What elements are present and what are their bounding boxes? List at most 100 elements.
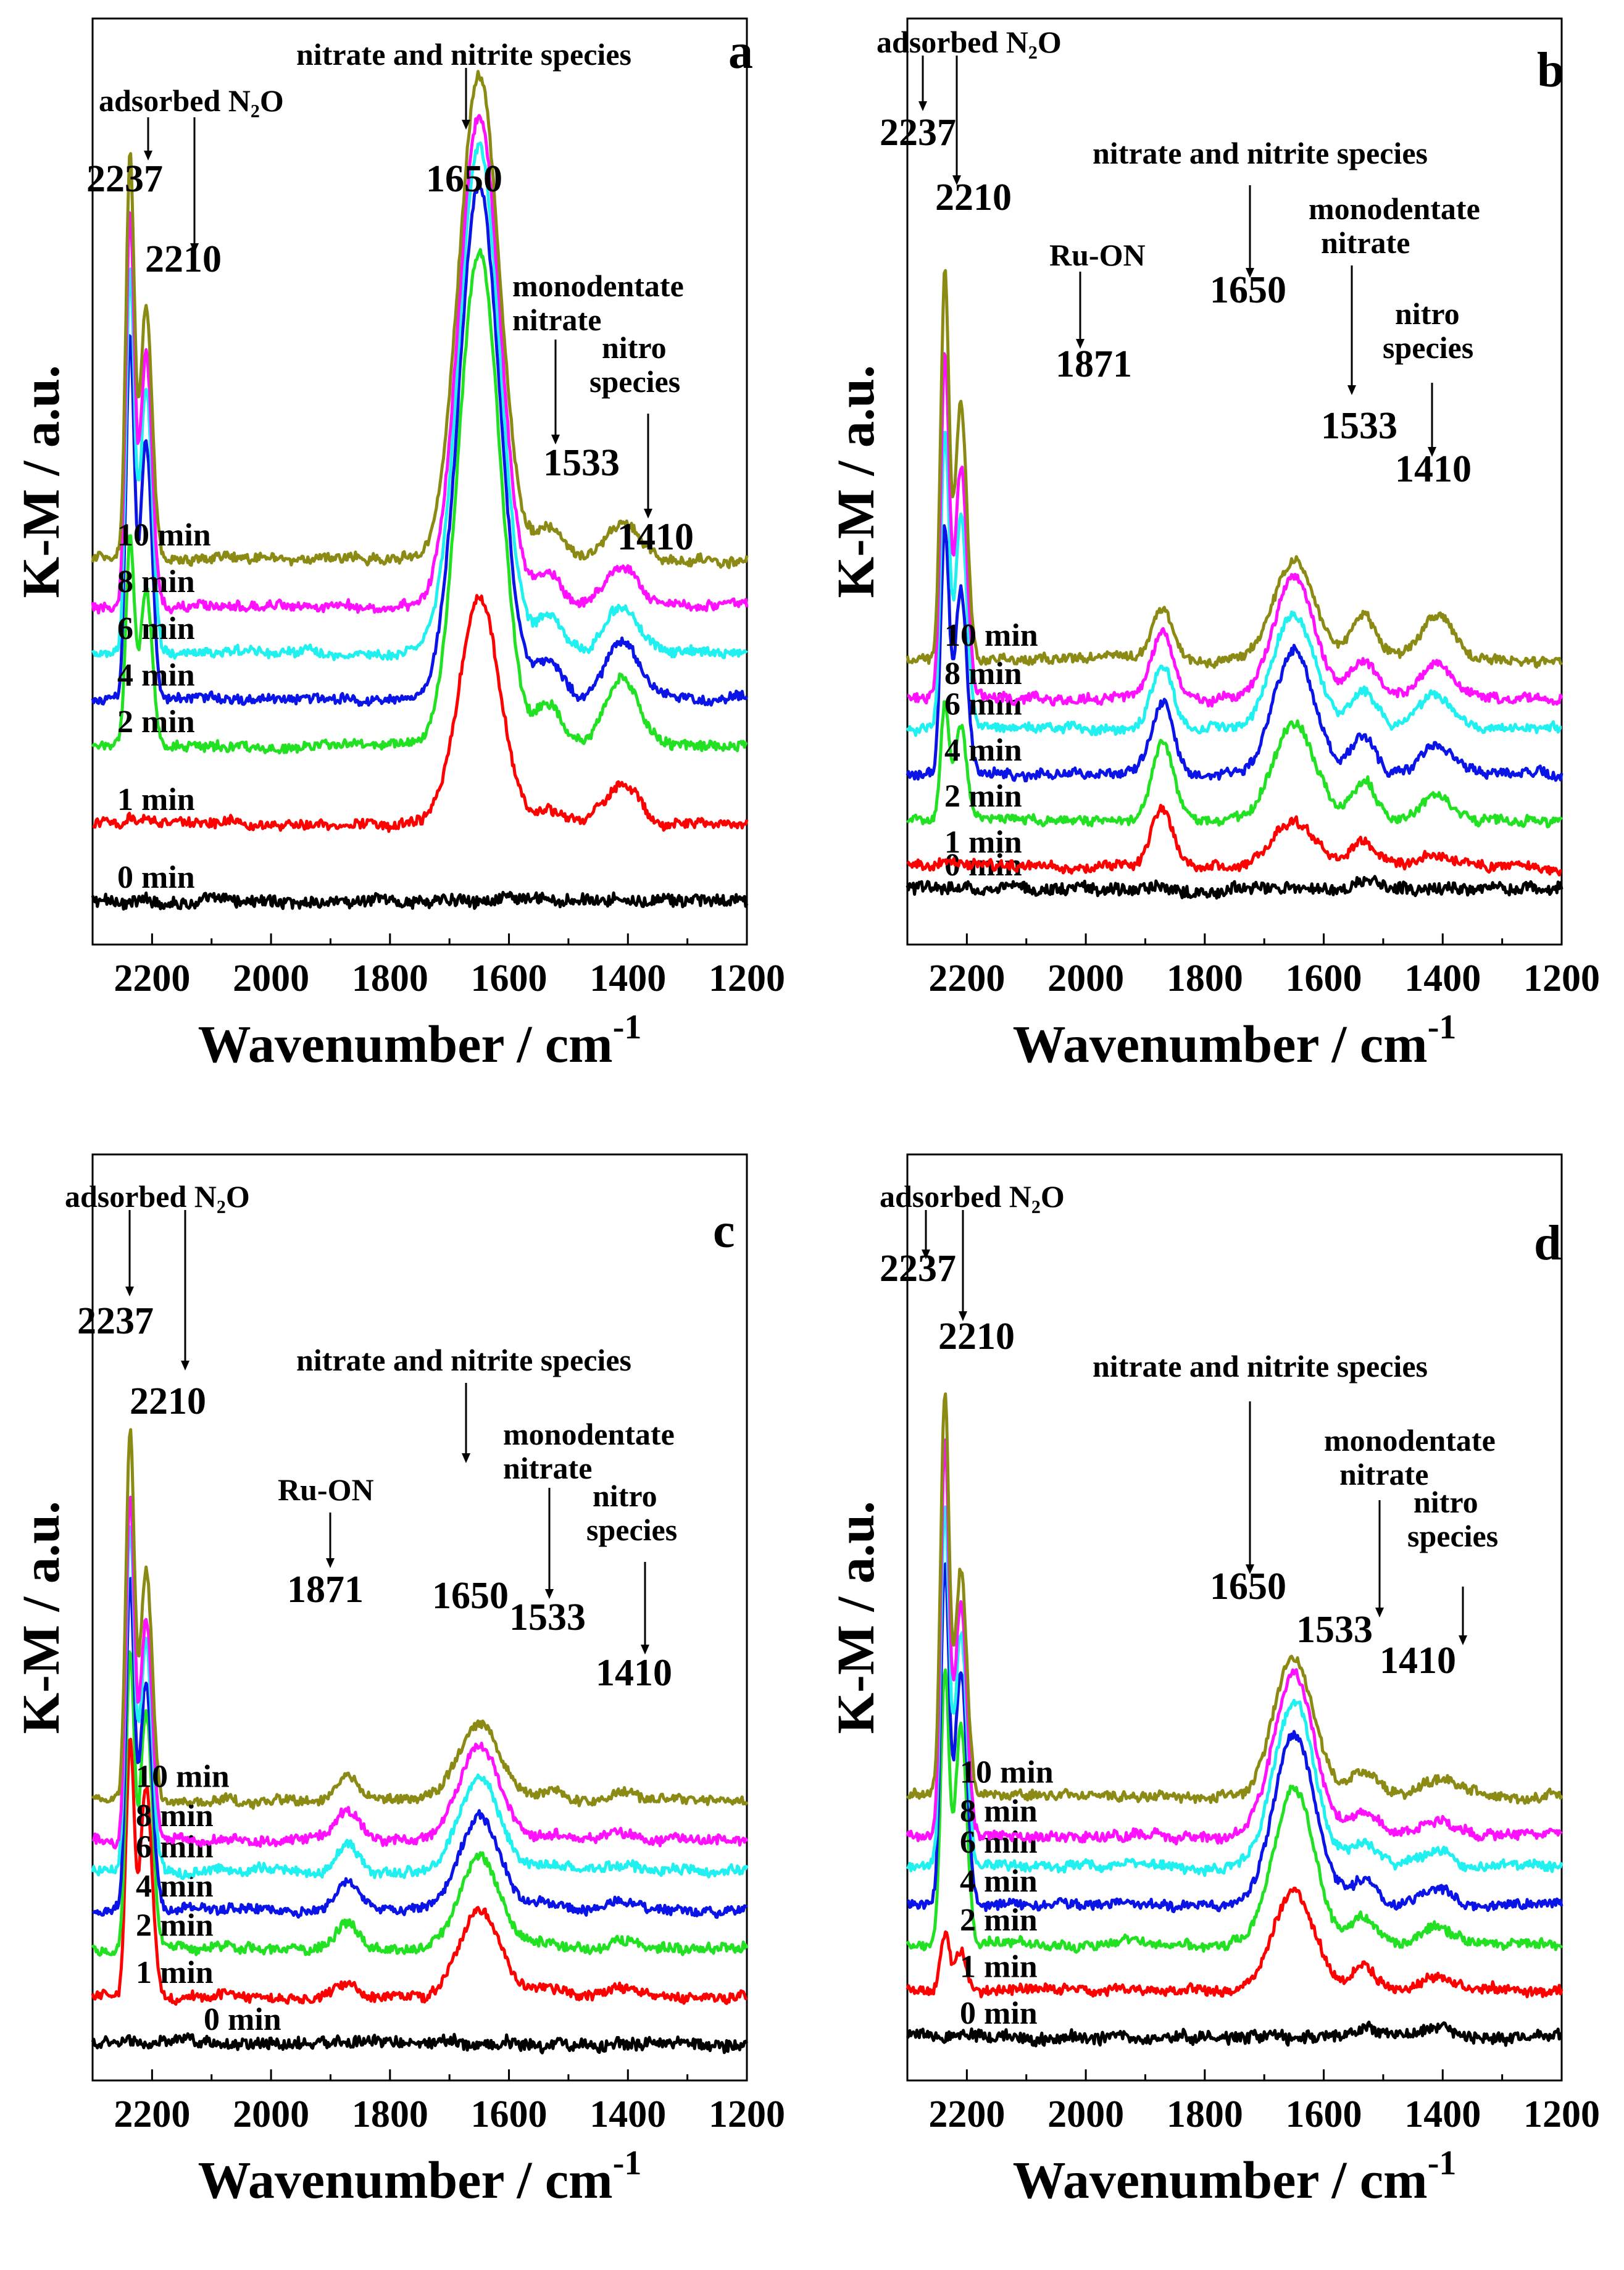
chart-a: 0 min 1 min 2 min 4 min 6 min 8 min 10 min 2200… — [11, 17, 784, 1074]
series-line-1-min — [906, 804, 1562, 877]
panel-letter: a — [728, 25, 753, 79]
time-label-10-min: 10 min — [944, 618, 1038, 653]
time-label-0-min: 0 min — [204, 2002, 281, 2037]
series-line-4-min — [92, 1577, 748, 1919]
time-label-2-min: 2 min — [944, 778, 1022, 814]
series-line-2-min — [91, 248, 748, 755]
series-line-2-min — [91, 1650, 749, 1957]
series-line-2-min — [906, 1668, 1564, 1954]
annotation-monodentate-2: nitrate — [503, 1451, 592, 1485]
time-label-10-min: 10 min — [117, 518, 211, 553]
arrow-nn — [462, 1383, 470, 1463]
annotation-ru-on: Ru-ON — [278, 1472, 374, 1507]
x-tick-label: 2200 — [114, 2093, 190, 2135]
annotation-nitro-1: nitro — [593, 1479, 657, 1513]
plot-frame — [91, 17, 748, 946]
x-axis-label-sup: -1 — [1428, 2144, 1457, 2182]
panel-b: 0 min 1 min 2 min 4 min 6 min 8 min 10 min 2200… — [821, 6, 1599, 1105]
arrow-adsorbed — [918, 56, 927, 111]
peak-label-1410: 1410 — [1380, 1640, 1456, 1682]
peak-label-1533: 1533 — [1321, 405, 1397, 447]
annotation-monodentate-2: nitrate — [1321, 225, 1410, 260]
annotation-nitrate-nitrite: nitrate and nitrite species — [1093, 1349, 1428, 1383]
annotation-monodentate-2: nitrate — [1339, 1457, 1428, 1492]
x-axis-label: Wavenumber / cm-1 — [1013, 2144, 1457, 2209]
annotation-adsorbed: adsorbed N₂O — [877, 25, 1062, 59]
series-line-10-min — [906, 1392, 1564, 1805]
arrow-mono — [551, 340, 560, 444]
x-axis-label-main: Wavenumber / cm — [198, 1014, 613, 1074]
arrow-adsorbed — [125, 1210, 134, 1296]
series-line-8-min — [906, 1438, 1563, 1846]
x-tick-label: 2200 — [114, 958, 190, 999]
time-label-4-min: 4 min — [944, 733, 1022, 768]
x-tick-label: 1400 — [589, 2093, 666, 2135]
peak-label-1650: 1650 — [432, 1575, 509, 1617]
x-axis-label: Wavenumber / cm-1 — [198, 2144, 642, 2209]
peak-label-1533: 1533 — [543, 442, 620, 484]
peak-label-1650: 1650 — [1210, 269, 1286, 311]
series-line-8-min — [91, 114, 749, 615]
x-tick-label: 1800 — [352, 2093, 428, 2135]
peak-label-2210: 2210 — [145, 238, 222, 280]
annotation-adsorbed: adsorbed N₂O — [880, 1179, 1065, 1214]
series-line-6-min — [91, 1525, 749, 1880]
x-tick-label: 1600 — [471, 2093, 548, 2135]
x-tick-label: 2000 — [1047, 2093, 1124, 2135]
x-tick-label: 2000 — [233, 958, 309, 999]
x-axis-label-main: Wavenumber / cm — [1013, 2150, 1428, 2209]
series-line-10-min — [906, 269, 1563, 669]
peak-label-1650: 1650 — [1210, 1566, 1286, 1608]
series-line-0-min — [906, 875, 1564, 900]
annotation-nitro-2: species — [1383, 330, 1473, 365]
annotation-monodentate-2: nitrate — [512, 303, 601, 337]
arrow-nn — [1246, 1401, 1254, 1574]
time-label-0-min: 0 min — [117, 860, 195, 895]
arrow-adsorbed — [922, 1210, 930, 1259]
time-label-10-min: 10 min — [136, 1759, 230, 1794]
arrow-mono — [1375, 1500, 1384, 1617]
time-label-4-min: 4 min — [117, 657, 195, 693]
x-axis-label-main: Wavenumber / cm — [1013, 1014, 1428, 1074]
peak-label-2210: 2210 — [935, 177, 1012, 219]
x-tick-label: 1200 — [709, 958, 784, 999]
y-axis-label: K-M / a.u. — [11, 365, 70, 598]
series-line-4-min — [91, 180, 749, 707]
time-label-1-min: 1 min — [117, 782, 195, 817]
annotation-nitro-1: nitro — [1414, 1485, 1478, 1519]
x-tick-label: 1400 — [1404, 2093, 1481, 2135]
annotation-ru-on: Ru-ON — [1049, 238, 1146, 272]
x-axis-label-main: Wavenumber / cm — [198, 2150, 613, 2209]
time-label-0-min: 0 min — [960, 1996, 1038, 2031]
peak-label-2237: 2237 — [77, 1300, 154, 1342]
time-label-6-min: 6 min — [944, 687, 1022, 722]
panel-letter: b — [1537, 43, 1565, 98]
series-line-6-min — [906, 430, 1562, 737]
x-tick-label: 1800 — [1167, 2093, 1243, 2135]
annotation-nitrate-nitrite: nitrate and nitrite species — [1093, 136, 1428, 170]
x-tick-label: 1400 — [589, 958, 666, 999]
peak-label-2237: 2237 — [86, 158, 163, 200]
x-tick-label: 1400 — [1404, 958, 1481, 999]
panel-d: 0 min 1 min 2 min 4 min 6 min 8 min 10 min 2200… — [821, 1142, 1599, 2241]
x-tick-label: 2000 — [233, 2093, 309, 2135]
plot-frame — [906, 1153, 1563, 2082]
annotation-monodentate-1: monodentate — [1324, 1423, 1496, 1458]
peak-label-1410: 1410 — [1395, 448, 1472, 490]
series-line-1-min — [91, 1737, 748, 2006]
arrow-mono — [1347, 265, 1356, 395]
x-tick-label: 1600 — [1286, 958, 1362, 999]
arrow-ruon — [1076, 272, 1085, 349]
series-line-0-min — [91, 891, 749, 911]
arrow-adsorbed2 — [190, 117, 199, 253]
x-tick-label: 1200 — [1523, 2093, 1599, 2135]
x-tick-label: 1600 — [1286, 2093, 1362, 2135]
panel-letter: d — [1534, 1216, 1562, 1271]
time-label-1-min: 1 min — [136, 1955, 214, 1990]
x-tick-label: 2200 — [928, 958, 1005, 999]
panel-a: 0 min 1 min 2 min 4 min 6 min 8 min 10 min 2200… — [6, 6, 784, 1105]
peak-label-1650: 1650 — [426, 158, 502, 200]
